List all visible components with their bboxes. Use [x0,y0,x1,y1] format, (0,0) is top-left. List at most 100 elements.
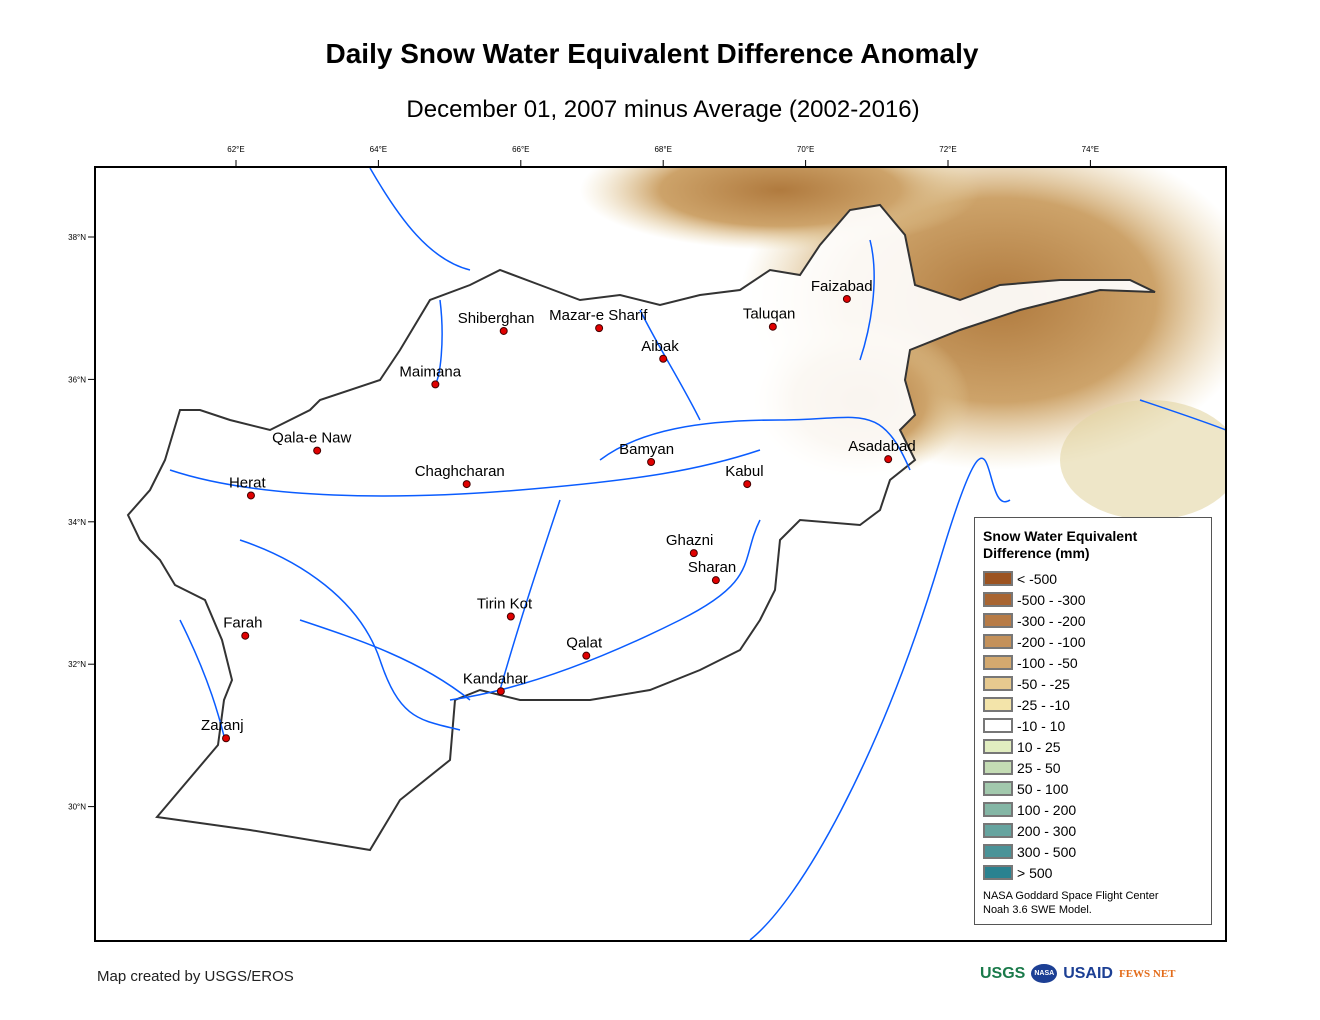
legend-swatch [983,865,1013,880]
city-marker[interactable] [595,324,604,333]
legend-label: 100 - 200 [1017,801,1077,818]
legend-item: 10 - 25 [983,736,1203,757]
country-boundary [126,203,1156,852]
legend-item: -300 - -200 [983,610,1203,631]
lon-tick-label: 74°E [1082,145,1099,154]
city-label: Zaranj [201,717,244,734]
city-label: Chaghcharan [415,463,505,480]
city-marker[interactable] [241,631,250,640]
city-marker[interactable] [659,354,668,363]
city-label: Herat [229,474,267,491]
city-marker[interactable] [884,455,893,464]
lat-tick-label: 32°N [68,660,86,669]
city-marker[interactable] [462,480,471,489]
legend-swatch [983,718,1013,733]
longitude-ticks: 62°E 64°E 66°E 68°E 70°E 72°E 74°E [227,145,1099,167]
city-label: Kandahar [463,670,528,687]
legend-swatch [983,802,1013,817]
legend-label: -10 - 10 [1017,717,1066,734]
city-marker[interactable] [647,457,656,466]
city-marker[interactable] [431,380,440,389]
legend-swatch [983,844,1013,859]
legend-label: < -500 [1017,570,1058,587]
city-label: Asadabad [848,438,916,455]
legend-swatch [983,739,1013,754]
legend-item: < -500 [983,568,1203,589]
city-marker[interactable] [506,612,515,621]
legend-label: -25 - -10 [1017,696,1070,713]
legend-item: 50 - 100 [983,778,1203,799]
legend-label: 300 - 500 [1017,843,1077,860]
legend-item: 100 - 200 [983,799,1203,820]
city-label: Qala-e Naw [272,430,351,447]
city-marker[interactable] [582,651,591,660]
lat-tick-label: 30°N [68,803,86,812]
city-marker[interactable] [768,322,777,331]
legend-item: -500 - -300 [983,589,1203,610]
nasa-logo: NASA [1031,964,1058,983]
city-label: Qalat [566,635,603,652]
city-marker[interactable] [711,576,720,585]
legend-label: -100 - -50 [1017,654,1078,671]
legend-label: 50 - 100 [1017,780,1069,797]
map-frame [94,166,1227,942]
legend-swatch [983,676,1013,691]
lon-tick-label: 72°E [939,145,956,154]
legend-label: 25 - 50 [1017,759,1061,776]
city-marker[interactable] [743,480,752,489]
legend-label: -50 - -25 [1017,675,1070,692]
legend: Snow Water Equivalent Difference (mm) < … [974,517,1212,925]
map-credit-footer: Map created by USGS/EROS [97,968,294,985]
credit-line-2: Noah 3.6 SWE Model. [983,904,1092,916]
legend-swatch [983,634,1013,649]
city-label: Taluqan [743,306,796,323]
city-marker[interactable] [246,491,255,500]
lon-tick-label: 68°E [654,145,671,154]
legend-item: -50 - -25 [983,673,1203,694]
city-label: Faizabad [811,278,873,295]
city-label: Sharan [688,559,736,576]
city-label: Farah [223,615,262,632]
city-label: Shiberghan [458,310,535,327]
legend-item: -100 - -50 [983,652,1203,673]
legend-item: -200 - -100 [983,631,1203,652]
latitude-ticks: 38°N 36°N 34°N 32°N 30°N [68,233,95,812]
city-marker[interactable] [496,687,505,696]
usaid-logo: USAID [1063,964,1113,982]
city-label: Aibak [641,338,679,355]
legend-swatch [983,592,1013,607]
legend-item: -10 - 10 [983,715,1203,736]
city-marker[interactable] [222,734,231,743]
legend-label: 10 - 25 [1017,738,1061,755]
lon-tick-label: 62°E [227,145,244,154]
legend-swatch [983,655,1013,670]
legend-item: -25 - -10 [983,694,1203,715]
legend-label: -300 - -200 [1017,612,1086,629]
legend-label: > 500 [1017,864,1053,881]
legend-swatch [983,613,1013,628]
city-marker[interactable] [499,326,508,335]
lat-tick-label: 38°N [68,233,86,242]
lon-tick-label: 70°E [797,145,814,154]
map-title: Daily Snow Water Equivalent Difference A… [325,38,979,69]
city-label: Maimana [399,363,461,380]
city-label: Tirin Kot [477,595,533,612]
legend-swatch [983,781,1013,796]
city-marker[interactable] [689,549,698,558]
legend-item: 25 - 50 [983,757,1203,778]
city-label: Ghazni [666,532,714,549]
city-label: Mazar-e Sharif [549,307,648,324]
legend-title: Snow Water Equivalent Difference (mm) [983,528,1138,561]
rivers [169,167,1226,941]
city-label: Bamyan [619,441,674,458]
city-marker[interactable] [313,446,322,455]
city-markers: Herat Qala-e Naw Maimana Shiberghan Mazar-e … [201,278,916,743]
legend-item: 300 - 500 [983,841,1203,862]
lon-tick-label: 66°E [512,145,529,154]
legend-item: 200 - 300 [983,820,1203,841]
lat-tick-label: 34°N [68,518,86,527]
city-marker[interactable] [842,294,851,303]
map-subtitle: December 01, 2007 minus Average (2002-20… [406,96,920,123]
lat-tick-label: 36°N [68,375,86,384]
